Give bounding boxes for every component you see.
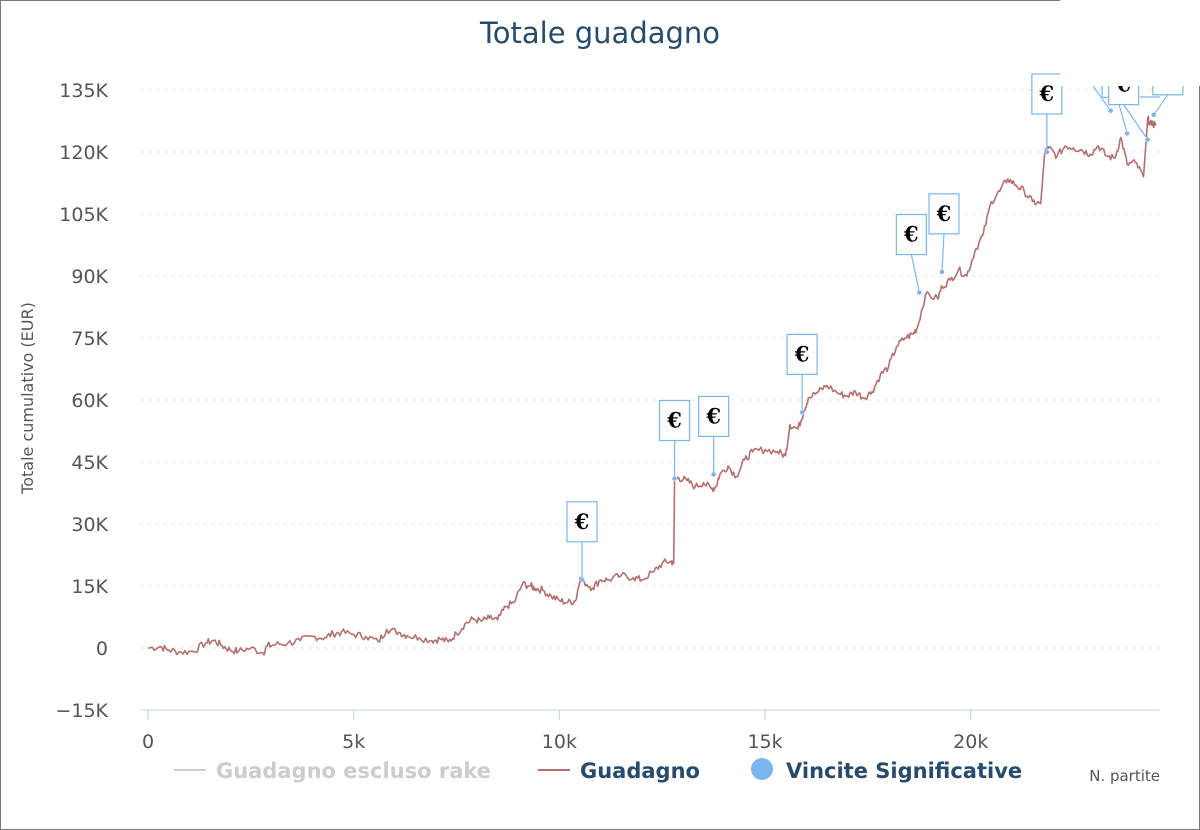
- legend-marker-vincite: [751, 758, 773, 780]
- legend-item-vincite[interactable]: Vincite Significative: [751, 758, 1022, 783]
- legend: Guadagno escluso rake Guadagno Vincite S…: [174, 758, 1022, 783]
- y-axis-ticks: −15K 0 15K 30K 45K 60K 75K 90K 105K 120K 135K: [55, 80, 108, 722]
- flag-point: [799, 409, 805, 416]
- x-axis: 0 5k 10k 15k 20k: [142, 709, 1160, 753]
- x-tick-label: 20k: [953, 731, 988, 753]
- y-tick-label: 75K: [71, 328, 108, 350]
- flag-marker[interactable]: €: [698, 395, 730, 478]
- flag-stem: [910, 254, 920, 293]
- y-tick-label: 120K: [59, 142, 108, 164]
- flags-layer: €€€€€€€€€€€: [566, 0, 1200, 583]
- y-tick-label: 60K: [71, 390, 108, 412]
- x-tick-label: 10k: [542, 731, 577, 753]
- flag-point: [1044, 149, 1050, 155]
- flag-stem: [1123, 104, 1149, 140]
- x-tick-label: 0: [142, 731, 154, 753]
- flag-stem: [1153, 94, 1169, 116]
- y-tick-label: 15K: [71, 576, 108, 598]
- flag-marker[interactable]: €: [928, 193, 960, 275]
- flag-label: €: [705, 403, 721, 428]
- flag-box: [658, 399, 691, 442]
- plot-area: [147, 115, 1157, 656]
- flag-label: €: [936, 201, 952, 226]
- y-axis-label: Totale cumulativo (EUR): [18, 302, 37, 495]
- y-tick-label: 30K: [71, 514, 108, 536]
- flag-marker[interactable]: €: [786, 333, 818, 416]
- flag-label: €: [1039, 81, 1055, 106]
- y-tick-label: 135K: [59, 80, 108, 102]
- y-tick-label: −15K: [55, 700, 108, 722]
- flag-point: [1124, 130, 1130, 137]
- flag-point: [939, 269, 945, 275]
- legend-label-vincite: Vincite Significative: [786, 759, 1022, 783]
- legend-label-guadagno: Guadagno: [580, 759, 700, 783]
- y-tick-label: 45K: [71, 452, 108, 474]
- flag-point: [1107, 107, 1114, 114]
- flag-point: [710, 471, 717, 478]
- flag-box: [1031, 73, 1063, 115]
- flag-box: [928, 193, 960, 235]
- x-tick-label: 15k: [747, 731, 782, 753]
- legend-item-escluso-rake[interactable]: Guadagno escluso rake: [174, 759, 491, 783]
- flag-label: €: [666, 408, 682, 433]
- flag-marker[interactable]: €: [658, 399, 691, 482]
- y-tick-label: 105K: [59, 204, 108, 226]
- flag-box: [698, 395, 730, 437]
- legend-item-guadagno[interactable]: Guadagno: [538, 759, 700, 783]
- y-tick-label: 0: [96, 638, 108, 660]
- x-axis-label: N. partite: [1089, 767, 1160, 785]
- flag-point: [1151, 112, 1157, 118]
- flag-box: [895, 213, 927, 256]
- flag-label: €: [903, 222, 919, 247]
- flag-label: €: [574, 509, 590, 534]
- flag-point: [1144, 136, 1151, 143]
- flag-stem: [941, 233, 945, 272]
- y-tick-label: 90K: [71, 266, 108, 288]
- flag-box: [566, 501, 598, 543]
- flag-marker[interactable]: €: [1031, 73, 1063, 155]
- flag-box: [786, 333, 818, 375]
- flag-point: [579, 577, 585, 583]
- flag-point: [671, 475, 678, 482]
- flag-point: [916, 289, 923, 296]
- flag-marker[interactable]: €: [566, 501, 598, 583]
- chart-title: Totale guadagno: [479, 16, 720, 50]
- x-tick-label: 5k: [342, 731, 365, 753]
- plot-top-mask: [1060, 0, 1200, 86]
- series-line-guadagno: [147, 115, 1157, 656]
- flag-label: €: [794, 341, 810, 366]
- legend-label-escluso-rake: Guadagno escluso rake: [216, 759, 491, 783]
- flag-marker[interactable]: €: [895, 213, 927, 296]
